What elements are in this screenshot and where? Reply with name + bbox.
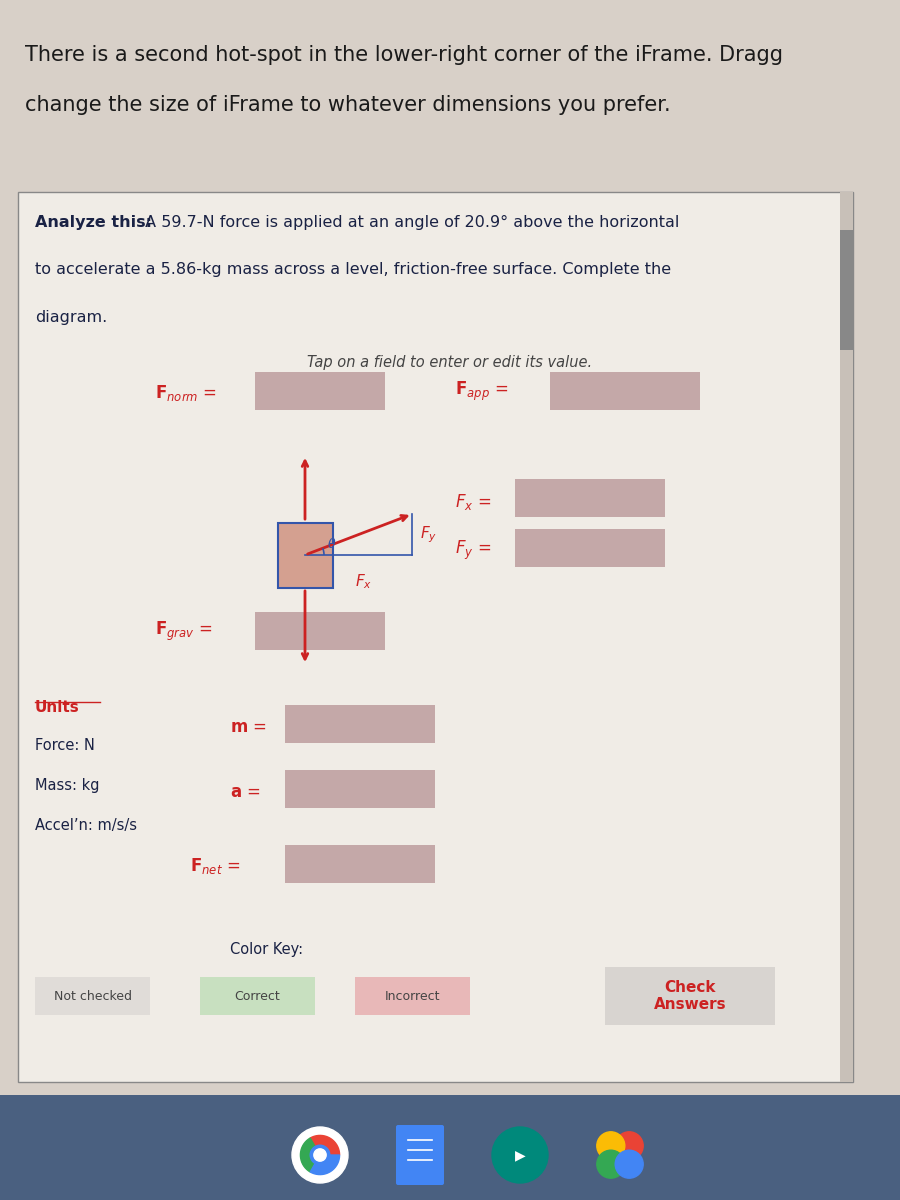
Text: Not checked: Not checked bbox=[53, 990, 131, 1002]
Text: Check
Answers: Check Answers bbox=[653, 979, 726, 1012]
FancyBboxPatch shape bbox=[550, 372, 700, 410]
Text: Incorrect: Incorrect bbox=[385, 990, 440, 1002]
Text: Force: N: Force: N bbox=[35, 738, 94, 754]
Circle shape bbox=[616, 1132, 644, 1160]
Circle shape bbox=[292, 1127, 348, 1183]
FancyBboxPatch shape bbox=[840, 192, 853, 1082]
Text: $\mathbf{F}_{grav}$ =: $\mathbf{F}_{grav}$ = bbox=[155, 619, 212, 643]
Circle shape bbox=[597, 1132, 625, 1160]
Text: Units: Units bbox=[35, 700, 80, 715]
Text: $F_y$: $F_y$ bbox=[420, 524, 437, 545]
Text: ▶: ▶ bbox=[515, 1148, 526, 1162]
FancyBboxPatch shape bbox=[515, 479, 665, 517]
FancyBboxPatch shape bbox=[0, 1094, 900, 1200]
Text: $F_x$ =: $F_x$ = bbox=[455, 492, 491, 512]
FancyBboxPatch shape bbox=[605, 967, 775, 1025]
FancyBboxPatch shape bbox=[285, 704, 435, 743]
Text: to accelerate a 5.86-kg mass across a level, friction-free surface. Complete the: to accelerate a 5.86-kg mass across a le… bbox=[35, 262, 671, 277]
FancyBboxPatch shape bbox=[18, 192, 853, 1082]
Circle shape bbox=[597, 1150, 625, 1178]
Text: $\mathbf{a}$ =: $\mathbf{a}$ = bbox=[230, 782, 261, 802]
Circle shape bbox=[310, 1145, 329, 1165]
FancyBboxPatch shape bbox=[285, 770, 435, 808]
Polygon shape bbox=[310, 1154, 339, 1175]
Polygon shape bbox=[310, 1135, 339, 1154]
Text: Mass: kg: Mass: kg bbox=[35, 778, 100, 793]
Text: diagram.: diagram. bbox=[35, 310, 107, 325]
FancyBboxPatch shape bbox=[200, 977, 315, 1015]
Text: Tap on a field to enter or edit its value.: Tap on a field to enter or edit its valu… bbox=[308, 355, 592, 370]
Text: Accel’n: m/s/s: Accel’n: m/s/s bbox=[35, 818, 137, 833]
FancyBboxPatch shape bbox=[515, 529, 665, 566]
Circle shape bbox=[314, 1148, 326, 1162]
FancyBboxPatch shape bbox=[255, 612, 385, 650]
Text: $\mathbf{F}_{net}$ =: $\mathbf{F}_{net}$ = bbox=[190, 856, 240, 876]
FancyBboxPatch shape bbox=[396, 1126, 444, 1186]
Text: $\mathbf{F}_{app}$ =: $\mathbf{F}_{app}$ = bbox=[455, 379, 508, 403]
Text: $\theta$: $\theta$ bbox=[327, 538, 337, 551]
FancyBboxPatch shape bbox=[840, 230, 853, 350]
Text: change the size of iFrame to whatever dimensions you prefer.: change the size of iFrame to whatever di… bbox=[25, 95, 670, 115]
Circle shape bbox=[616, 1150, 644, 1178]
Circle shape bbox=[492, 1127, 548, 1183]
Text: $\mathbf{m}$ =: $\mathbf{m}$ = bbox=[230, 718, 266, 736]
FancyBboxPatch shape bbox=[285, 845, 435, 883]
Polygon shape bbox=[301, 1138, 320, 1172]
FancyBboxPatch shape bbox=[255, 372, 385, 410]
Text: $\mathbf{F}_{norm}$ =: $\mathbf{F}_{norm}$ = bbox=[155, 383, 217, 403]
FancyBboxPatch shape bbox=[35, 977, 150, 1015]
Text: Analyze this:: Analyze this: bbox=[35, 215, 152, 230]
Text: Correct: Correct bbox=[235, 990, 281, 1002]
Text: Color Key:: Color Key: bbox=[230, 942, 303, 958]
Text: $F_y$ =: $F_y$ = bbox=[455, 539, 491, 562]
FancyBboxPatch shape bbox=[355, 977, 470, 1015]
FancyBboxPatch shape bbox=[277, 522, 332, 588]
Text: $F_x$: $F_x$ bbox=[356, 572, 373, 590]
Text: A 59.7-N force is applied at an angle of 20.9° above the horizontal: A 59.7-N force is applied at an angle of… bbox=[140, 215, 680, 230]
Text: There is a second hot-spot in the lower-right corner of the iFrame. Dragg: There is a second hot-spot in the lower-… bbox=[25, 44, 783, 65]
